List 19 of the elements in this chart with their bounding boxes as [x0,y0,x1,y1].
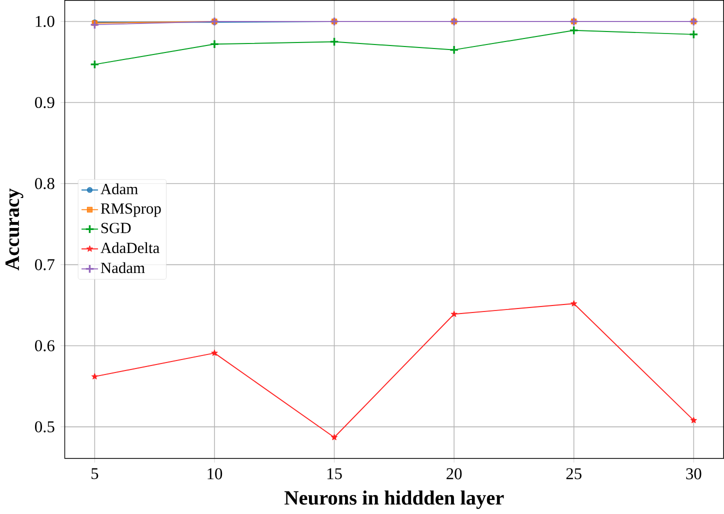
y-tick-label: 0.7 [35,258,54,270]
y-axis-title: Accuracy [5,188,24,270]
x-tick-label: 5 [92,468,98,479]
x-tick-label: 20 [446,468,462,480]
legend-label: AdaDelta [100,242,160,253]
legend-label: RMSprop [100,203,161,217]
y-tick-label: 0.6 [35,340,54,352]
y-tick-label: 0.5 [35,421,54,432]
x-tick-label: 10 [208,468,222,480]
x-tick-label: 30 [686,468,702,480]
x-tick-label: 15 [328,468,342,480]
legend-label: SGD [101,222,131,233]
y-tick-label: 1.0 [36,16,54,27]
legend-label: Adam [100,183,138,194]
y-tick-label: 0.9 [35,96,54,108]
x-tick-label: 25 [566,468,582,480]
y-tick-label: 0.8 [35,178,54,189]
legend-label: Nadam [100,262,145,273]
x-axis-title: Neurons in hiddden layer [284,490,504,509]
